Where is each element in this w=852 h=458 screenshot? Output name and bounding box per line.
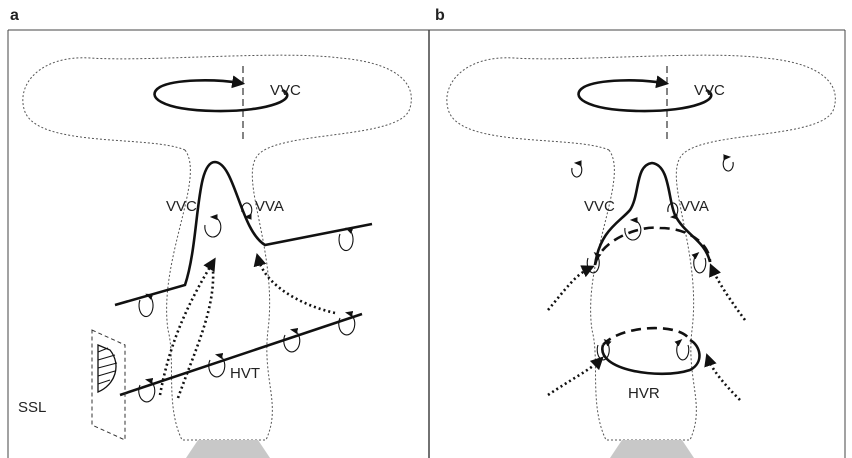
panel-label: a	[10, 7, 19, 24]
panel-b: b VVC VVC VVA HVR	[435, 7, 835, 458]
annotation: VVC	[166, 198, 197, 215]
annotation: HVT	[230, 365, 260, 382]
annotation: VVC	[584, 198, 615, 215]
annotation: VVC	[270, 82, 301, 99]
annotation: VVA	[255, 198, 284, 215]
annotation: VVA	[680, 198, 709, 215]
annotation: HVR	[628, 385, 660, 402]
panel-label: b	[435, 7, 445, 24]
panel-a: a VVC VVC VVA HVT SSL	[10, 7, 411, 458]
annotation: VVC	[694, 82, 725, 99]
diagram: a VVC VVC VVA HVT SSL b	[0, 0, 852, 458]
annotation: SSL	[18, 399, 46, 416]
